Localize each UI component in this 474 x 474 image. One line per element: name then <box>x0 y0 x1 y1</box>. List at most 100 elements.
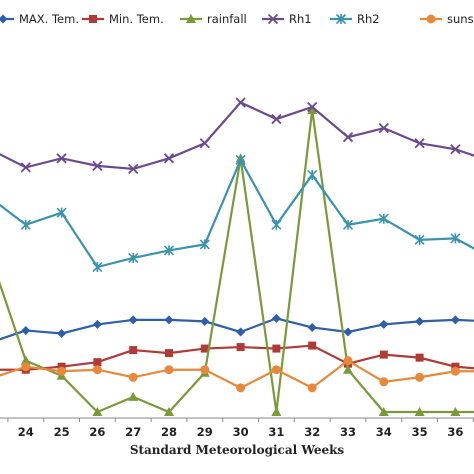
point-sunshine-h-33 <box>343 356 353 366</box>
point-sunshine-h-34 <box>379 377 389 387</box>
legend-swatch-marker <box>426 14 436 24</box>
point-rh2-24 <box>20 219 31 230</box>
point-min-tem-26 <box>93 358 102 367</box>
point-rh1-25 <box>56 153 67 164</box>
x-axis-title: Standard Meteorological Weeks <box>130 443 345 457</box>
point-min-tem-30 <box>236 343 245 352</box>
point-rh1-27 <box>128 163 139 175</box>
x-tick-label-26: 26 <box>89 425 105 439</box>
legend-label-min-tem: Min. Tem. <box>109 12 164 26</box>
point-rh2-30 <box>235 154 246 165</box>
x-tick-label-28: 28 <box>161 425 177 439</box>
legend-swatch-marker <box>335 13 347 25</box>
point-rh1-26 <box>92 160 103 172</box>
series-sunshine-h <box>0 356 474 393</box>
point-rainfall-35 <box>414 407 425 416</box>
point-sunshine-h-30 <box>236 383 246 393</box>
legend-label-max-tem: MAX. Tem. <box>19 12 79 26</box>
point-max-tem-32 <box>307 322 317 332</box>
point-rh2-26 <box>92 261 103 273</box>
point-rh1-35 <box>414 138 425 149</box>
point-sunshine-h-26 <box>92 365 102 375</box>
point-min-tem-34 <box>379 350 388 359</box>
point-rh1-32 <box>307 101 318 113</box>
point-max-tem-36 <box>450 315 460 325</box>
legend-item-sunshine-h: sunshine h <box>420 12 474 26</box>
point-rh2-35 <box>414 234 425 245</box>
point-rh1-30 <box>235 97 246 108</box>
point-rainfall-34 <box>378 407 389 416</box>
legend-item-rh2: Rh2 <box>330 12 380 26</box>
point-rh2-29 <box>199 239 210 250</box>
point-min-tem-35 <box>415 353 424 362</box>
point-max-tem-34 <box>379 319 389 329</box>
legend-swatch-marker <box>89 15 97 23</box>
point-rh1-28 <box>163 153 175 164</box>
point-sunshine-h-28 <box>164 365 174 375</box>
legend-label-rainfall: rainfall <box>207 12 247 26</box>
point-max-tem-35 <box>415 316 425 326</box>
series-min-tem <box>0 341 474 374</box>
x-tick-label-29: 29 <box>197 425 213 439</box>
point-sunshine-h-25 <box>57 366 67 376</box>
point-rh2-28 <box>163 245 175 256</box>
point-rainfall-27 <box>128 391 139 401</box>
x-tick-label-24: 24 <box>18 425 34 439</box>
point-rh1-29 <box>199 138 210 149</box>
x-tick-label-35: 35 <box>412 425 428 439</box>
legend-label-sunshine-h: sunshine h <box>447 12 474 26</box>
x-tick-label-31: 31 <box>268 425 284 439</box>
legend-label-rh2: Rh2 <box>357 12 380 26</box>
point-rh2-36 <box>450 233 461 244</box>
point-max-tem-27 <box>128 315 138 325</box>
point-rainfall-32 <box>307 105 318 114</box>
x-tick-label-30: 30 <box>233 425 249 439</box>
point-sunshine-h-24 <box>21 362 31 372</box>
point-max-tem-30 <box>236 327 246 337</box>
point-rh2-33 <box>342 219 354 230</box>
x-tick-label-27: 27 <box>125 425 141 439</box>
legend: MAX. Tem. Min. Tem. rainfall Rh1 Rh2 sunshine… <box>0 12 474 26</box>
point-rh2-31 <box>271 219 282 230</box>
x-tick-label-32: 32 <box>304 425 320 439</box>
point-max-tem-29 <box>200 316 210 326</box>
legend-swatch-marker <box>267 13 279 25</box>
point-rainfall-26 <box>92 407 103 416</box>
point-rh1-36 <box>450 144 461 155</box>
legend-swatch-marker <box>0 14 8 24</box>
x-tick-label-36: 36 <box>447 425 463 439</box>
x-ticks: 232425262728293031323334353637 <box>7 418 474 439</box>
point-max-tem-26 <box>92 319 102 329</box>
point-max-tem-28 <box>164 315 174 325</box>
point-sunshine-h-29 <box>200 365 210 375</box>
point-rh2-34 <box>378 213 389 224</box>
series-rh1 <box>0 97 474 175</box>
point-rainfall-31 <box>271 407 282 416</box>
point-max-tem-25 <box>57 328 67 338</box>
point-min-tem-29 <box>200 344 209 353</box>
legend-item-max-tem: MAX. Tem. <box>0 12 79 26</box>
point-max-tem-31 <box>271 313 281 323</box>
legend-item-rainfall: rainfall <box>180 12 247 26</box>
point-sunshine-h-35 <box>415 372 425 382</box>
point-min-tem-32 <box>308 341 317 350</box>
point-max-tem-24 <box>21 325 31 335</box>
point-sunshine-h-32 <box>307 383 317 393</box>
point-rh2-27 <box>128 252 139 264</box>
point-sunshine-h-36 <box>450 366 460 376</box>
point-rh1-24 <box>20 162 31 173</box>
point-min-tem-36 <box>451 362 460 371</box>
legend-item-rh1: Rh1 <box>262 12 312 26</box>
x-tick-label-25: 25 <box>54 425 70 439</box>
point-rh1-33 <box>342 132 354 143</box>
point-min-tem-25 <box>57 362 66 371</box>
point-rainfall-36 <box>450 407 461 416</box>
point-rh1-34 <box>378 122 389 134</box>
point-min-tem-31 <box>272 344 281 353</box>
point-max-tem-33 <box>343 327 353 337</box>
point-rh2-25 <box>56 207 67 218</box>
series-rh2 <box>0 154 474 273</box>
legend-item-min-tem: Min. Tem. <box>82 12 164 26</box>
